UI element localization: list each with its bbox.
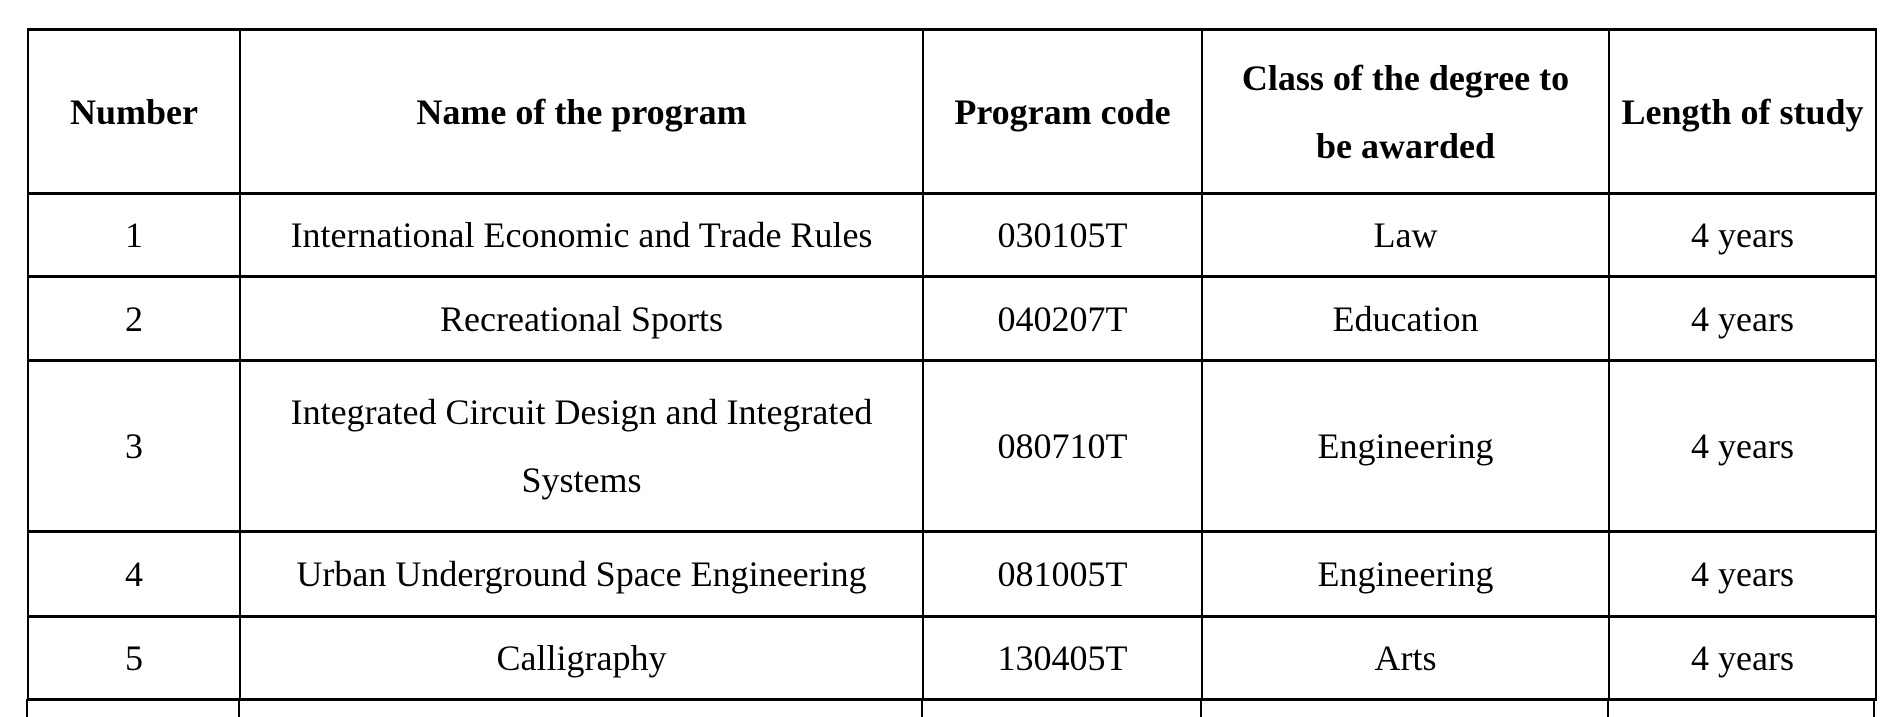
table-row: 5 Calligraphy 130405T Arts 4 years <box>27 615 1877 701</box>
cell-degree-class: Engineering <box>1201 359 1610 533</box>
table-row: 1 International Economic and Trade Rules… <box>27 192 1877 278</box>
table-border-stub <box>1607 699 1609 717</box>
cell-program-name: Integrated Circuit Design and Integrated… <box>239 359 924 533</box>
cell-program-name: International Economic and Trade Rules <box>239 192 924 278</box>
cell-length-of-study: 4 years <box>1608 275 1877 362</box>
cell-program-code: 080710T <box>922 359 1203 533</box>
cell-length-of-study: 4 years <box>1608 192 1877 278</box>
cell-number: 2 <box>27 275 241 362</box>
column-header-length-of-study: Length of study <box>1608 28 1877 195</box>
cell-program-name: Urban Underground Space Engineering <box>239 530 924 618</box>
table-border-stub <box>1200 699 1202 717</box>
cell-length-of-study: 4 years <box>1608 615 1877 701</box>
cell-program-name: Recreational Sports <box>239 275 924 362</box>
cell-program-name: Calligraphy <box>239 615 924 701</box>
table-border-stub <box>238 699 240 717</box>
column-header-program-code: Program code <box>922 28 1203 195</box>
cell-number: 5 <box>27 615 241 701</box>
cell-number: 3 <box>27 359 241 533</box>
cell-program-code: 030105T <box>922 192 1203 278</box>
cell-degree-class: Engineering <box>1201 530 1610 618</box>
cell-degree-class: Arts <box>1201 615 1610 701</box>
table-row: 4 Urban Underground Space Engineering 08… <box>27 530 1877 618</box>
cell-degree-class: Law <box>1201 192 1610 278</box>
cell-length-of-study: 4 years <box>1608 530 1877 618</box>
column-header-number: Number <box>27 28 241 195</box>
programs-table: Number Name of the program Program code … <box>27 28 1877 701</box>
table-row: 2 Recreational Sports 040207T Education … <box>27 275 1877 362</box>
cell-program-code: 040207T <box>922 275 1203 362</box>
table-row: 3 Integrated Circuit Design and Integrat… <box>27 359 1877 533</box>
column-header-degree-class: Class of the degree to be awarded <box>1201 28 1610 195</box>
cell-program-code: 081005T <box>922 530 1203 618</box>
table-border-stub <box>921 699 923 717</box>
table-border-stub <box>1873 699 1875 717</box>
cell-number: 4 <box>27 530 241 618</box>
cell-program-code: 130405T <box>922 615 1203 701</box>
table-header-row: Number Name of the program Program code … <box>27 28 1877 195</box>
cell-length-of-study: 4 years <box>1608 359 1877 533</box>
cell-degree-class: Education <box>1201 275 1610 362</box>
column-header-program-name: Name of the program <box>239 28 924 195</box>
truncated-next-row <box>0 699 1903 717</box>
table-border-stub <box>26 699 28 717</box>
cell-number: 1 <box>27 192 241 278</box>
